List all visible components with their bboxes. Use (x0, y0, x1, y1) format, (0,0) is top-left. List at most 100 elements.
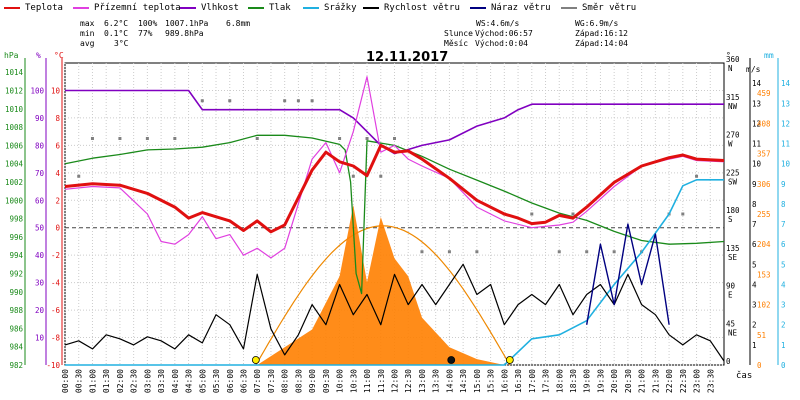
temp-axis-title: °C (54, 51, 64, 60)
wind-direction-dot (173, 137, 177, 140)
temp-tick-label: -4 (51, 279, 61, 288)
hpa-tick-label: 986 (9, 324, 23, 333)
humidity-tick-label: 90 (35, 114, 45, 123)
humidity-axis-title: % (36, 51, 41, 60)
temp-tick-label: 10 (51, 86, 61, 95)
rain-axis-title: mm (764, 51, 774, 60)
wind-direction-dot (255, 137, 259, 140)
x-tick-label: 16:30 (514, 369, 523, 393)
wind-direction-dot (557, 250, 561, 254)
wind-direction-dot (310, 99, 314, 103)
wind-direction-dot (585, 250, 589, 254)
direction-tick-label: 270 (726, 131, 740, 140)
wind-direction-dot (200, 99, 204, 103)
wind-tick-label: 9 (752, 180, 757, 189)
wind-tick-label: 8 (752, 200, 757, 209)
legend-swatch (561, 6, 577, 9)
rain-tick-label: 6 (781, 240, 786, 249)
wind-tick-label: 11 (752, 140, 761, 149)
rain-tick-label: 2 (781, 321, 786, 330)
humidity-tick-label: 60 (35, 196, 45, 205)
hpa-tick-label: 992 (9, 269, 23, 278)
x-tick-label: 18:00 (555, 369, 564, 393)
x-tick-label: 23:30 (706, 369, 715, 393)
wind-direction-dot (365, 137, 369, 140)
direction-tick-label: W (728, 140, 733, 149)
rain-tick-label: 7 (781, 220, 786, 229)
wind-tick-label: 3 (752, 301, 757, 310)
wind-direction-dot (393, 137, 396, 140)
legend-swatch (73, 6, 89, 9)
x-tick-label: 17:30 (542, 369, 551, 393)
x-tick-label: 07:00 (253, 369, 262, 393)
radiation-area (257, 205, 505, 365)
wind-tick-label: 5 (752, 260, 757, 269)
x-tick-label: 21:30 (651, 369, 660, 393)
x-tick-label: 07:30 (267, 369, 276, 393)
humidity-tick-label: 20 (35, 306, 45, 315)
wind-gust-line (586, 223, 670, 325)
temp-tick-label: 8 (55, 114, 60, 123)
precipitation-line (65, 179, 724, 366)
hpa-tick-label: 1004 (5, 160, 24, 169)
stat-min-label: min (80, 29, 95, 38)
x-tick-label: 01:30 (102, 369, 111, 393)
wind-gust-max: WG:6.9m/s (575, 19, 619, 28)
legend-item-wind-direction: Směr větru (561, 2, 636, 14)
wind-direction-dot (379, 174, 383, 178)
hpa-tick-label: 1014 (5, 68, 24, 77)
stat-max-label: max (80, 19, 95, 28)
rain-tick-label: 12 (781, 119, 790, 128)
rain-tick-label: 3 (781, 301, 786, 310)
stat-max-pressure: 1007.1hPa (165, 19, 209, 28)
wind-direction-dot (530, 212, 534, 216)
wind-direction-dot (447, 250, 451, 254)
radiation-tick-label: 306 (757, 180, 771, 189)
legend-item-wind-gust: Náraz větru (470, 2, 551, 14)
hpa-tick-label: 1002 (5, 178, 23, 187)
wind-tick-label: 7 (752, 220, 757, 229)
legend-swatch (303, 6, 319, 9)
direction-tick-label: SW (728, 177, 738, 186)
stat-min-temp: 0.1°C (104, 29, 129, 38)
hpa-tick-label: 984 (9, 343, 23, 352)
hpa-tick-label: 994 (9, 251, 23, 260)
legend: Teplota Přízemní teplota Vlhkost Tlak Sr… (0, 0, 800, 14)
wind-direction-dot (475, 250, 479, 254)
temp-tick-label: -8 (51, 334, 61, 343)
x-tick-label: 11:00 (363, 369, 372, 393)
radiation-tick-label: 255 (757, 210, 771, 219)
x-tick-label: 18:30 (569, 369, 578, 393)
humidity-tick-label: 100 (30, 86, 44, 95)
radiation-tick-label: 51 (757, 331, 766, 340)
x-tick-label: 04:00 (171, 369, 180, 393)
x-tick-label: 04:30 (185, 369, 194, 393)
radiation-tick-label: 204 (757, 240, 771, 249)
wind-tick-label: 12 (752, 119, 761, 128)
humidity-tick-label: 10 (35, 334, 45, 343)
rain-tick-label: 4 (781, 280, 786, 289)
hpa-tick-label: 998 (9, 215, 23, 224)
legend-swatch (180, 6, 196, 9)
x-tick-label: 19:00 (583, 369, 592, 393)
temp-tick-label: 0 (55, 224, 60, 233)
rain-tick-label: 9 (781, 180, 786, 189)
legend-swatch (4, 6, 20, 9)
x-tick-label: 14:30 (459, 369, 468, 393)
sunset-time: Západ:16:12 (575, 29, 628, 38)
moon-label: Měsíc (444, 39, 469, 48)
legend-item-temperature: Teplota (4, 2, 63, 14)
moonrise-time: Východ:0:04 (475, 39, 528, 48)
direction-tick-label: 135 (726, 244, 740, 253)
temp-tick-label: -6 (51, 306, 61, 315)
x-axis-label: čas (736, 370, 752, 381)
chart-series (64, 76, 725, 366)
sunset-marker (505, 356, 514, 364)
stat-rain-total: 6.8mm (226, 19, 251, 28)
hpa-tick-label: 996 (9, 233, 23, 242)
legend-item-wind-speed: Rychlost větru (363, 2, 460, 14)
ground-temperature-line (64, 76, 725, 259)
rain-tick-label: 14 (781, 79, 791, 88)
direction-tick-label: SE (728, 253, 738, 262)
temp-tick-label: -2 (51, 251, 60, 260)
